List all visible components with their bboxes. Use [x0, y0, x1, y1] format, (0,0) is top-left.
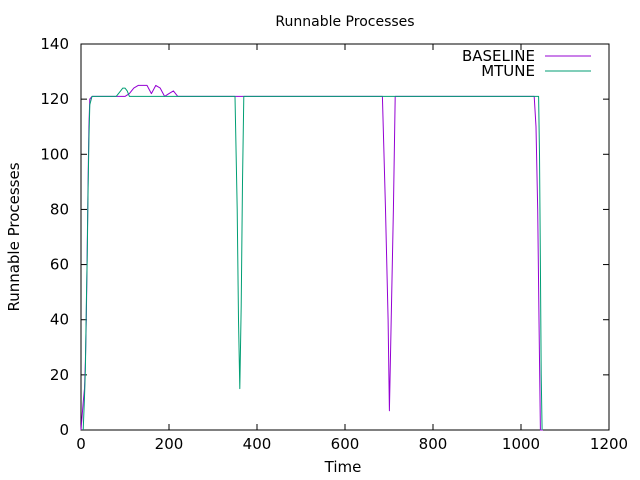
y-tick-label: 100 [40, 145, 69, 163]
y-tick-label: 20 [50, 366, 69, 384]
y-axis-ticks: 0 20 40 60 80 100 120 140 [40, 35, 609, 439]
series-lines [80, 84, 543, 431]
x-tick-label: 200 [155, 435, 184, 453]
legend-label-baseline: BASELINE [462, 47, 535, 65]
x-tick-label: 800 [419, 435, 448, 453]
plot-border [80, 43, 610, 431]
x-tick-label: 1000 [502, 435, 540, 453]
x-tick-label: 600 [331, 435, 360, 453]
x-axis-label: Time [324, 458, 362, 476]
legend-label-mtune: MTUNE [481, 62, 535, 80]
x-axis-ticks: 0 200 400 600 800 1000 1200 [76, 44, 628, 453]
x-tick-label: 1200 [590, 435, 628, 453]
series-line-mtune [82, 87, 543, 431]
x-tick-label: 0 [76, 435, 86, 453]
y-axis-label: Runnable Processes [5, 162, 23, 311]
y-tick-label: 140 [40, 35, 69, 53]
x-tick-label: 400 [243, 435, 272, 453]
y-tick-label: 0 [59, 421, 69, 439]
chart-title: Runnable Processes [275, 14, 414, 30]
plot-frame [80, 43, 610, 431]
series-line-baseline [80, 84, 543, 431]
y-tick-label: 80 [50, 200, 69, 218]
y-tick-label: 40 [50, 311, 69, 329]
y-tick-label: 120 [40, 90, 69, 108]
y-tick-label: 60 [50, 256, 69, 274]
